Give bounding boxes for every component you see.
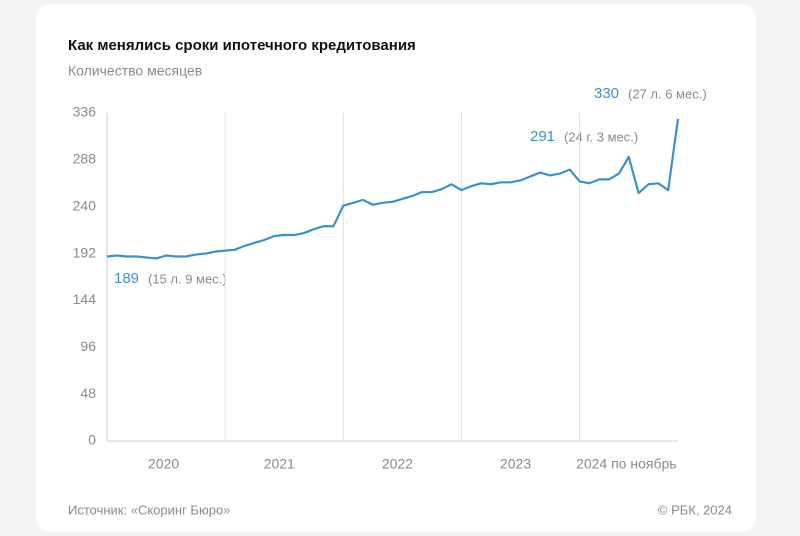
annotation-value: 189 bbox=[114, 270, 139, 287]
copyright: © РБК, 2024 bbox=[658, 502, 732, 517]
chart-title: Как менялись сроки ипотечного кредитован… bbox=[68, 37, 416, 54]
y-tick-label: 48 bbox=[80, 385, 96, 401]
card bbox=[36, 4, 756, 532]
x-tick-label: 2020 bbox=[148, 456, 179, 472]
annotation-note: (15 л. 9 мес.) bbox=[148, 271, 227, 286]
annotation: 189 (15 л. 9 мес.) bbox=[114, 270, 227, 287]
y-tick-label: 96 bbox=[80, 338, 96, 354]
x-tick-label: 2024 по ноябрь bbox=[576, 456, 677, 472]
x-tick-label: 2023 bbox=[500, 456, 531, 472]
annotation-note: (27 л. 6 мес.) bbox=[628, 86, 707, 101]
x-tick-label: 2021 bbox=[264, 456, 295, 472]
annotation-note: (24 г. 3 мес.) bbox=[564, 129, 638, 144]
annotation: 330 (27 л. 6 мес.) bbox=[594, 85, 707, 102]
annotation-value: 330 bbox=[594, 85, 619, 102]
y-tick-label: 336 bbox=[73, 104, 97, 120]
chart-subtitle: Количество месяцев bbox=[68, 63, 202, 79]
y-tick-label: 240 bbox=[73, 197, 97, 213]
line-series bbox=[106, 118, 680, 260]
annotation-value: 291 bbox=[530, 128, 555, 145]
y-tick-label: 144 bbox=[73, 291, 97, 307]
annotation: 291 (24 г. 3 мес.) bbox=[530, 128, 638, 145]
y-tick-label: 288 bbox=[73, 151, 97, 167]
y-tick-label: 0 bbox=[88, 432, 96, 448]
source: Источник: «Скоринг Бюро» bbox=[68, 502, 230, 517]
x-tick-label: 2022 bbox=[382, 456, 413, 472]
y-tick-label: 192 bbox=[73, 244, 97, 260]
